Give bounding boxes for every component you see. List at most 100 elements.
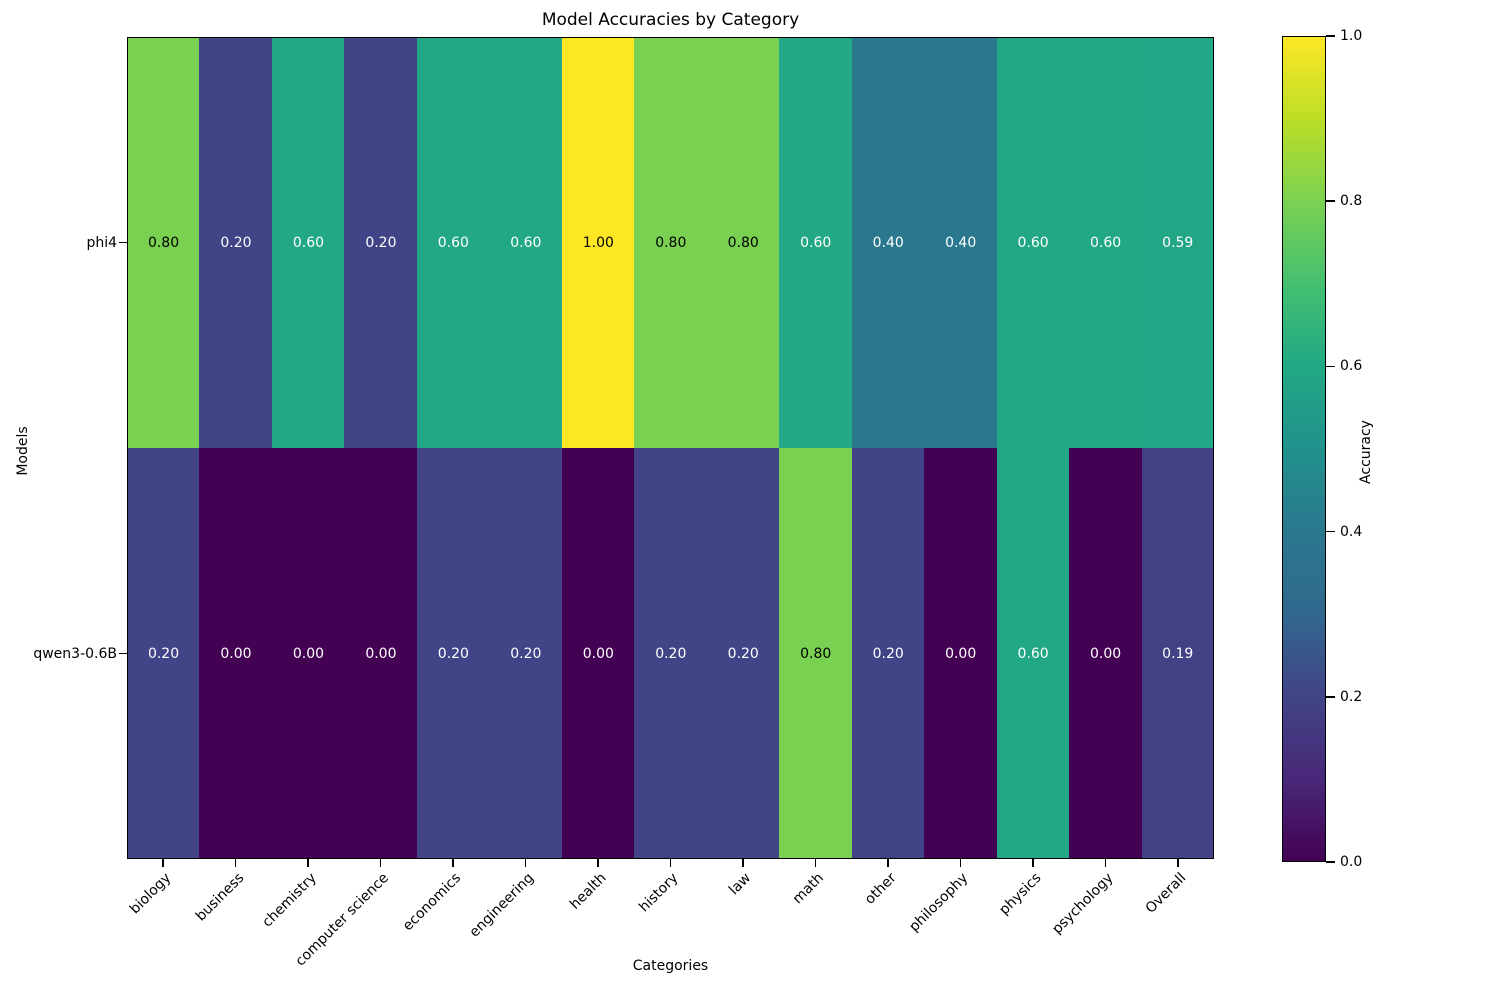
cell-value: 0.40 xyxy=(945,234,977,251)
cell-value: 0.60 xyxy=(510,234,542,251)
x-tick-mark xyxy=(959,859,962,867)
cell-value: 0.59 xyxy=(1162,234,1194,251)
cell-value: 0.60 xyxy=(437,234,469,251)
cell-value: 0.00 xyxy=(1090,645,1122,662)
cell-value: 0.80 xyxy=(800,645,832,662)
x-tick-mark xyxy=(234,859,237,867)
x-tick-label: business xyxy=(192,870,248,925)
heatmap-cell: 0.60 xyxy=(996,448,1070,859)
heatmap-cell: 0.00 xyxy=(344,448,418,859)
x-tick-label: economics xyxy=(400,870,465,935)
cell-value: 0.00 xyxy=(582,645,614,662)
heatmap-cell: 0.40 xyxy=(851,37,925,449)
colorbar-tick-label: 0.0 xyxy=(1340,854,1363,870)
x-tick-mark xyxy=(1104,859,1107,867)
cell-value: 0.40 xyxy=(872,234,904,251)
heatmap-cell: 0.00 xyxy=(199,448,273,859)
heatmap-cell: 0.00 xyxy=(561,448,635,859)
heatmap-cell: 0.19 xyxy=(1141,448,1214,859)
heatmap-cell: 0.80 xyxy=(779,448,853,859)
heatmap-cell: 0.20 xyxy=(127,448,201,859)
cell-value: 0.60 xyxy=(800,234,832,251)
heatmap-cell: 0.00 xyxy=(924,448,998,859)
cell-value: 0.20 xyxy=(220,234,252,251)
cell-value: 0.20 xyxy=(655,645,687,662)
x-tick-label: engineering xyxy=(466,870,537,941)
x-tick-label: physics xyxy=(995,870,1045,919)
x-tick-label: biology xyxy=(127,870,175,918)
heatmap-cell: 0.40 xyxy=(924,37,998,449)
x-tick-label: philosophy xyxy=(906,870,972,936)
heatmap-cell: 0.20 xyxy=(706,448,780,859)
heatmap-cell: 0.60 xyxy=(1069,37,1143,449)
heatmap-cell: 0.20 xyxy=(199,37,273,449)
heatmap-cell: 0.80 xyxy=(127,37,201,449)
chart-title: Model Accuracies by Category xyxy=(541,10,800,30)
heatmap-cell: 0.59 xyxy=(1141,37,1214,449)
heatmap-cell: 0.60 xyxy=(489,37,563,449)
y-tick-mark xyxy=(119,241,127,244)
cell-value: 0.20 xyxy=(510,645,542,662)
y-axis-label-text: Models xyxy=(15,426,31,476)
cell-value: 0.20 xyxy=(147,645,180,662)
cell-value: 0.80 xyxy=(655,234,687,251)
x-tick-label: psychology xyxy=(1049,870,1117,938)
heatmap-cell: 0.20 xyxy=(634,448,708,859)
x-tick-label: chemistry xyxy=(258,870,320,931)
heatmap-cell: 0.20 xyxy=(489,448,563,859)
x-tick-mark xyxy=(379,859,382,867)
colorbar xyxy=(1282,36,1326,862)
cell-value: 0.00 xyxy=(365,645,397,662)
x-tick-mark xyxy=(1177,859,1179,867)
cell-value: 0.00 xyxy=(220,645,252,662)
x-tick-mark xyxy=(742,859,744,867)
cell-value: 0.60 xyxy=(1090,234,1122,251)
colorbar-tick-label: 0.6 xyxy=(1340,358,1363,375)
x-tick-mark xyxy=(452,859,454,867)
colorbar-gradient xyxy=(1282,36,1326,862)
colorbar-tick-label: 0.4 xyxy=(1340,523,1363,540)
heatmap-cell: 0.80 xyxy=(634,37,708,449)
x-tick-mark xyxy=(887,859,889,867)
colorbar-tick-label: 0.8 xyxy=(1340,193,1363,210)
heatmap-cell: 0.00 xyxy=(1069,448,1143,859)
x-tick-mark xyxy=(669,859,672,867)
colorbar-label-text: Accuracy xyxy=(1358,420,1374,484)
colorbar-tick-label: 1.0 xyxy=(1340,28,1363,44)
cell-value: 0.00 xyxy=(292,645,325,662)
cell-value: 0.80 xyxy=(147,234,180,251)
heatmap-cell: 1.00 xyxy=(561,37,635,449)
heatmap-cell: 0.20 xyxy=(416,448,490,859)
colorbar-tick-mark xyxy=(1326,861,1335,863)
heatmap-cell: 0.60 xyxy=(271,37,345,449)
y-tick-mark xyxy=(119,652,127,655)
heatmap-cell: 0.80 xyxy=(706,37,780,449)
cell-value: 0.20 xyxy=(437,645,469,662)
x-tick-mark xyxy=(524,859,527,867)
colorbar-tick-mark xyxy=(1326,365,1335,368)
heatmap-cell: 0.60 xyxy=(996,37,1070,449)
heatmap-plot: 0.80 0.20 0.60 0.20 0.60 0.60 1.00 0.80 0.80 0.60… xyxy=(127,37,1214,859)
colorbar-tick-mark xyxy=(1326,696,1335,698)
y-tick-label: qwen3-0.6B xyxy=(33,645,117,662)
x-tick-label: law xyxy=(726,870,755,899)
x-tick-mark xyxy=(307,859,309,867)
heatmap-cell: 0.20 xyxy=(344,37,418,449)
colorbar-tick-mark xyxy=(1326,35,1335,37)
colorbar-tick-label: 0.2 xyxy=(1340,688,1363,705)
x-tick-label: math xyxy=(789,870,827,908)
cell-value: 0.20 xyxy=(872,645,904,662)
x-tick-mark xyxy=(814,859,817,867)
cell-value: 0.00 xyxy=(945,645,977,662)
heatmap-cell: 0.00 xyxy=(271,448,345,859)
colorbar-tick-mark xyxy=(1326,530,1335,533)
x-tick-label: history xyxy=(636,870,682,916)
cell-value: 0.20 xyxy=(365,234,397,251)
heatmap-cell: 0.60 xyxy=(416,37,490,449)
cell-value: 1.00 xyxy=(582,234,614,251)
cell-value: 0.60 xyxy=(1017,234,1049,251)
cell-value: 0.60 xyxy=(1017,645,1049,662)
cell-value: 0.20 xyxy=(727,645,759,662)
x-tick-mark xyxy=(597,859,599,867)
